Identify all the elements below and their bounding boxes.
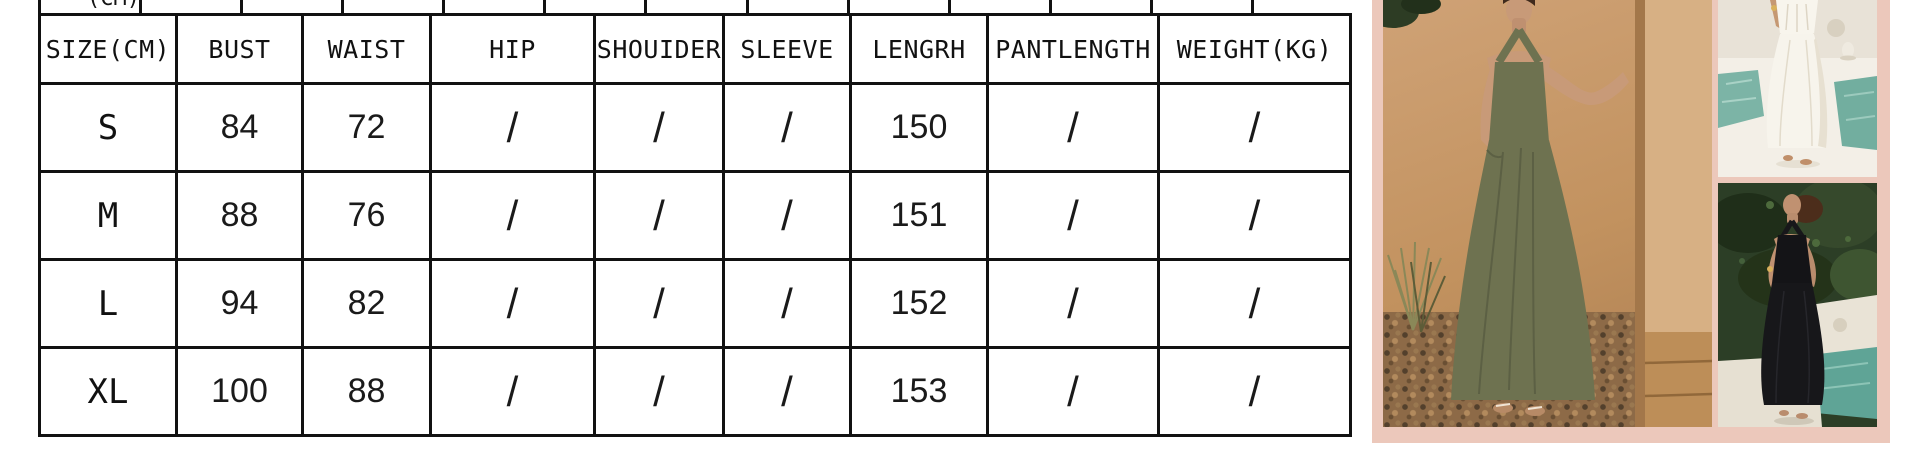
value-cell: 88: [304, 349, 432, 434]
value-cell: /: [989, 349, 1160, 434]
white-dress-illustration: [1718, 0, 1877, 177]
size-label: L: [41, 261, 178, 349]
value-cell: 84: [178, 85, 304, 173]
clipped-text-fragment: (CM): [87, 0, 139, 11]
size-label: M: [41, 173, 178, 261]
clipped-cell: (CM): [41, 0, 143, 13]
value-cell: /: [725, 261, 852, 349]
value-cell: /: [1160, 173, 1349, 261]
header-shoulder: SHOUIDER: [596, 16, 725, 85]
value-cell: /: [432, 173, 596, 261]
size-label: S: [41, 85, 178, 173]
clipped-upper-table-row: (CM): [38, 0, 1352, 13]
value-cell: /: [989, 85, 1160, 173]
value-cell: 76: [304, 173, 432, 261]
value-cell: /: [1160, 85, 1349, 173]
header-pantlength: PANTLENGTH: [989, 16, 1160, 85]
value-cell: /: [725, 349, 852, 434]
product-photo-olive-dress: [1383, 0, 1712, 427]
gallery-frame: [1372, 0, 1890, 443]
value-cell: 72: [304, 85, 432, 173]
header-bust: BUST: [178, 16, 304, 85]
value-cell: /: [432, 261, 596, 349]
value-cell: /: [725, 173, 852, 261]
header-length: LENGRH: [852, 16, 989, 85]
value-cell: /: [1160, 349, 1349, 434]
value-cell: /: [432, 349, 596, 434]
size-label: XL: [41, 349, 178, 434]
value-cell: 82: [304, 261, 432, 349]
value-cell: 100: [178, 349, 304, 434]
product-photo-white-dress: [1718, 0, 1877, 177]
value-cell: /: [989, 173, 1160, 261]
value-cell: /: [989, 261, 1160, 349]
value-cell: /: [596, 261, 725, 349]
header-sleeve: SLEEVE: [725, 16, 852, 85]
value-cell: 151: [852, 173, 989, 261]
value-cell: 88: [178, 173, 304, 261]
value-cell: /: [596, 85, 725, 173]
value-cell: /: [432, 85, 596, 173]
value-cell: 94: [178, 261, 304, 349]
header-weight: WEIGHT(KG): [1160, 16, 1349, 85]
value-cell: /: [725, 85, 852, 173]
olive-dress-illustration: [1383, 0, 1712, 427]
size-chart-table: SIZE(CM) BUST WAIST HIP SHOUIDER SLEEVE …: [38, 13, 1352, 437]
header-size: SIZE(CM): [41, 16, 178, 85]
value-cell: 152: [852, 261, 989, 349]
value-cell: /: [596, 349, 725, 434]
value-cell: /: [596, 173, 725, 261]
value-cell: 153: [852, 349, 989, 434]
header-hip: HIP: [432, 16, 596, 85]
value-cell: 150: [852, 85, 989, 173]
header-waist: WAIST: [304, 16, 432, 85]
value-cell: /: [1160, 261, 1349, 349]
product-photo-black-dress: [1718, 183, 1877, 427]
black-dress-illustration: [1718, 183, 1877, 427]
